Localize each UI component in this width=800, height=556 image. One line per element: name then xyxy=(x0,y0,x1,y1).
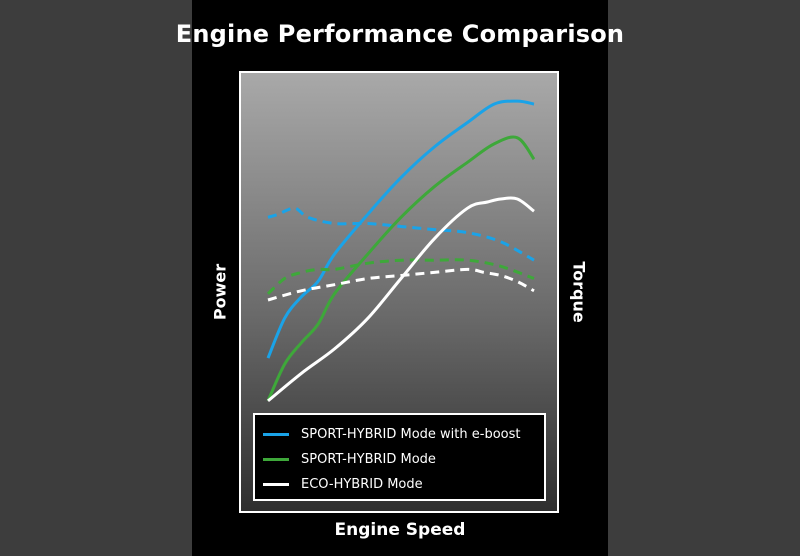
torque-line-eco-hybrid xyxy=(267,267,535,302)
y-axis-label-left: Power xyxy=(210,263,230,321)
torque-line-sport-hybrid xyxy=(266,258,535,295)
legend-swatch xyxy=(263,432,289,436)
chart-title: Engine Performance Comparison xyxy=(175,20,625,48)
power-line-sport-hybrid xyxy=(266,135,536,402)
legend-label: SPORT-HYBRID Mode with e-boost xyxy=(301,426,521,442)
power-line-sport-hybrid-e-boost xyxy=(266,99,535,359)
legend-label: ECO-HYBRID Mode xyxy=(301,476,423,492)
torque-line-sport-hybrid-e-boost xyxy=(267,206,535,262)
y-axis-label-right: Torque xyxy=(569,261,589,323)
legend-swatch xyxy=(263,482,289,486)
legend: SPORT-HYBRID Mode with e-boost SPORT-HYB… xyxy=(253,413,546,501)
legend-item-eco-hybrid: ECO-HYBRID Mode xyxy=(263,473,423,495)
x-axis-label: Engine Speed xyxy=(334,520,466,540)
legend-label: SPORT-HYBRID Mode xyxy=(301,451,436,467)
legend-item-sport-hybrid-e-boost: SPORT-HYBRID Mode with e-boost xyxy=(263,423,520,445)
legend-item-sport-hybrid: SPORT-HYBRID Mode xyxy=(263,448,436,470)
power-line-eco-hybrid xyxy=(267,196,535,403)
series-layer xyxy=(266,99,536,403)
legend-swatch xyxy=(263,457,289,461)
